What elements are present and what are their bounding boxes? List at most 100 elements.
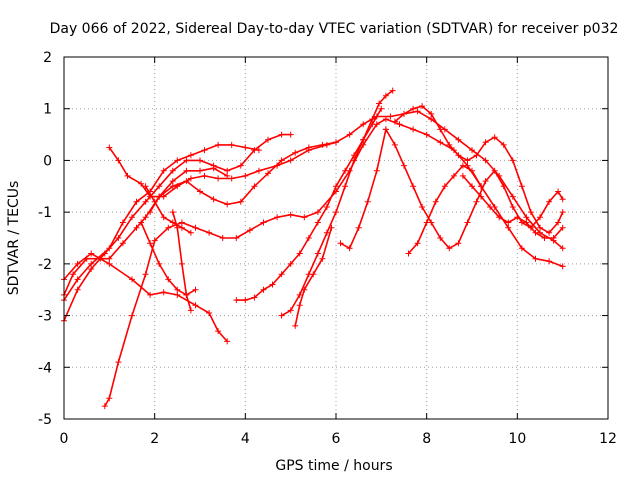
data-point-marker [187, 307, 194, 314]
series-track-11 [233, 105, 385, 304]
data-point-marker [351, 157, 358, 164]
data-point-marker [537, 224, 543, 231]
x-tick-label: 6 [332, 431, 341, 447]
data-point-marker [505, 219, 512, 226]
data-point-marker [265, 136, 271, 143]
data-point-marker [151, 237, 158, 244]
series-track-18 [459, 172, 566, 241]
x-tick-label: 2 [150, 431, 159, 447]
data-point-marker [174, 157, 181, 164]
data-point-marker [233, 235, 240, 241]
data-point-marker [88, 260, 95, 267]
data-point-marker [478, 193, 485, 200]
series-layer [61, 87, 566, 410]
data-point-marker [274, 214, 281, 221]
series-track-17 [405, 162, 485, 257]
data-point-marker [165, 224, 172, 231]
data-point-marker [387, 113, 394, 120]
x-tick-label: 4 [241, 431, 250, 447]
data-point-marker [215, 175, 222, 182]
data-point-marker [210, 196, 217, 203]
y-axis-label: SDTVAR / TECUs [6, 181, 22, 296]
data-point-marker [101, 250, 108, 257]
data-point-marker [192, 286, 199, 293]
data-point-marker [469, 183, 475, 190]
data-point-marker [74, 286, 81, 293]
data-point-marker [183, 178, 190, 185]
data-point-marker [287, 131, 294, 138]
y-tick-label: 0 [43, 153, 52, 169]
data-point-marker [287, 157, 294, 164]
data-point-marker [269, 281, 276, 288]
series-line [280, 89, 394, 317]
data-point-marker [129, 276, 135, 283]
data-point-marker [187, 152, 194, 159]
series-line [407, 164, 482, 255]
data-point-marker [419, 103, 426, 110]
data-point-marker [509, 204, 516, 210]
data-point-marker [333, 139, 339, 146]
data-point-marker [83, 255, 90, 262]
data-point-marker [414, 240, 421, 247]
data-point-marker [546, 198, 553, 205]
series-track-10 [169, 209, 194, 314]
data-point-marker [405, 250, 412, 257]
data-point-marker [74, 260, 81, 267]
data-point-marker [314, 219, 321, 226]
series-track-12 [278, 87, 396, 319]
data-point-marker [156, 193, 163, 200]
data-point-marker [541, 235, 548, 241]
data-point-marker [251, 147, 258, 154]
data-point-marker [215, 141, 222, 148]
data-point-marker [450, 172, 457, 179]
data-point-marker [142, 271, 149, 278]
data-point-marker [224, 167, 231, 174]
data-point-marker [169, 209, 176, 216]
data-point-marker [201, 172, 208, 179]
data-point-marker [355, 224, 362, 231]
data-point-marker [174, 224, 181, 231]
data-point-marker [178, 260, 185, 267]
series-line [104, 118, 564, 407]
data-point-marker [138, 180, 145, 187]
data-point-marker [296, 250, 303, 257]
data-point-marker [106, 395, 113, 402]
data-point-marker [559, 245, 566, 252]
data-point-marker [500, 183, 507, 190]
data-point-marker [509, 193, 516, 200]
y-tick-label: -5 [38, 412, 52, 428]
data-point-marker [376, 100, 383, 107]
data-point-marker [156, 183, 163, 190]
data-point-marker [169, 183, 176, 190]
data-point-marker [305, 235, 312, 241]
data-point-marker [242, 144, 249, 151]
data-point-marker [115, 359, 122, 366]
data-point-marker [147, 291, 154, 298]
data-point-marker [532, 255, 539, 262]
data-point-marker [246, 227, 253, 234]
series-line [144, 185, 192, 234]
data-point-marker [183, 167, 190, 174]
data-point-marker [537, 214, 543, 221]
data-point-marker [160, 214, 167, 221]
data-point-marker [174, 286, 181, 293]
data-point-marker [337, 240, 344, 247]
data-point-marker [197, 167, 203, 174]
data-point-marker [559, 196, 566, 203]
series-track-1 [61, 250, 231, 345]
data-point-marker [319, 255, 326, 262]
data-point-marker [464, 157, 471, 164]
data-point-marker [532, 229, 539, 236]
data-point-marker [527, 209, 534, 216]
series-line [394, 105, 564, 234]
data-point-marker [237, 198, 244, 205]
data-point-marker [446, 141, 453, 148]
data-point-marker [401, 162, 407, 169]
data-point-marker [428, 110, 435, 117]
data-point-marker [346, 245, 353, 252]
data-point-marker [106, 144, 113, 151]
data-point-marker [559, 263, 566, 270]
data-point-marker [187, 229, 194, 236]
data-point-marker [197, 157, 203, 164]
